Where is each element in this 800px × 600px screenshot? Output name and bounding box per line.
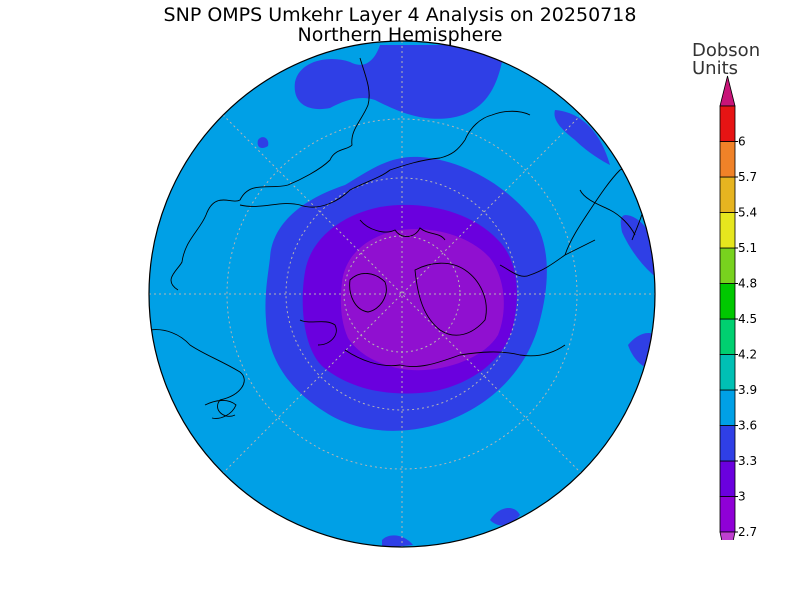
coast-arctic-archipelago (349, 273, 387, 313)
coast-greenland (414, 262, 487, 336)
coast-canada-east (499, 239, 596, 277)
colorbar-over-triangle (719, 75, 736, 107)
map-title: SNP OMPS Umkehr Layer 4 Analysis on 2025… (163, 4, 637, 26)
colorbar-tick-label: 5.7 (738, 170, 757, 184)
colorbar: 2.7 3 3.3 3.6 3.9 4.2 4.5 4.8 5.1 5.4 5.7 6 (719, 75, 757, 540)
colorbar-tick-label: 2.7 (738, 525, 757, 539)
colorbar-segment (719, 389, 736, 426)
colorbar-segment (719, 425, 736, 462)
coast-alaska (299, 319, 337, 346)
coast-japan (204, 400, 237, 419)
field-patch-upper-right (554, 110, 610, 165)
colorbar-tick-label: 4.5 (738, 312, 757, 326)
coast-scandinavia (359, 219, 446, 241)
colorbar-tick-label: 4.2 (738, 348, 757, 362)
colorbar-tick-label: 5.1 (738, 241, 757, 255)
colorbar-segment (719, 496, 736, 533)
colorbar-tick-label: 6 (738, 135, 746, 149)
map-boundary (148, 40, 656, 548)
colorbar-tick-label: 3.6 (738, 419, 757, 433)
colorbar-segment (719, 212, 736, 249)
coast-asia (170, 57, 370, 291)
colorbar-tick-label: 5.4 (738, 206, 757, 220)
coastlines (149, 57, 647, 419)
ozone-field (149, 41, 655, 547)
coast-asia-east (149, 329, 245, 417)
colorbar-segment (719, 141, 736, 178)
coast-north-america (344, 344, 566, 367)
colorbar-tick-label: 3.3 (738, 454, 757, 468)
colorbar-segment (719, 105, 736, 142)
colorbar-tick-label: 3 (738, 490, 746, 504)
colorbar-segment (719, 318, 736, 355)
coast-mediterranean (579, 189, 636, 236)
colorbar-under-triangle (719, 531, 736, 540)
coast-siberia (239, 139, 466, 208)
colorbar-units-label: Dobson (692, 40, 761, 61)
coast-europe (464, 110, 531, 141)
field-patch-right (620, 215, 655, 280)
field-level-below-2-7 (340, 229, 504, 371)
field-patch-bottom (382, 535, 413, 547)
colorbar-units-label-2: Units (692, 58, 739, 79)
colorbar-tick-label: 3.9 (738, 383, 757, 397)
colorbar-segment (719, 283, 736, 320)
field-patch-top (294, 45, 505, 119)
colorbar-segment (719, 354, 736, 391)
colorbar-segment (719, 176, 736, 213)
colorbar-segment (719, 247, 736, 284)
colorbar-tick-label: 4.8 (738, 277, 757, 291)
map-subtitle: Northern Hemisphere (297, 24, 503, 46)
colorbar-segment (719, 460, 736, 497)
field-patch-left (257, 137, 269, 148)
graticule (149, 41, 655, 547)
